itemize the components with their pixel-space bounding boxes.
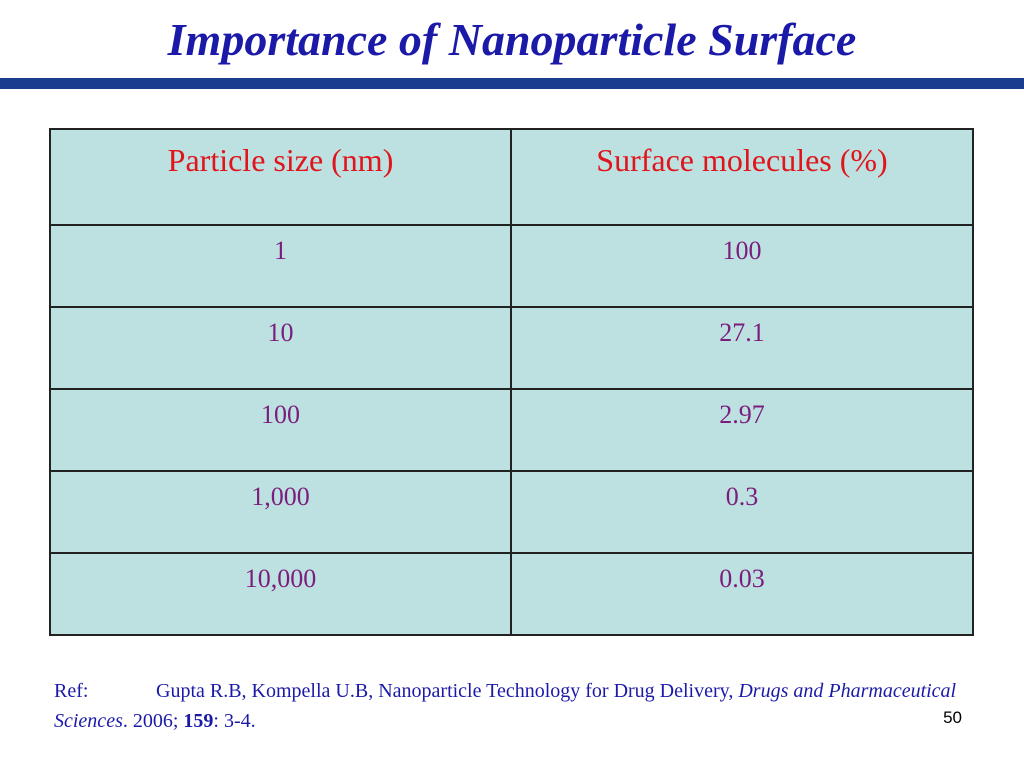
- reference-authors-title: Gupta R.B, Kompella U.B, Nanoparticle Te…: [156, 680, 739, 702]
- table-row: 10 27.1: [49, 306, 974, 390]
- table-row: 1 100: [49, 224, 974, 308]
- table-header-row: Particle size (nm) Surface molecules (%): [49, 128, 974, 226]
- cell-particle-size: 10,000: [49, 552, 512, 636]
- cell-particle-size: 100: [49, 388, 512, 472]
- reference-citation: Ref: Gupta R.B, Kompella U.B, Nanoparticl…: [54, 676, 970, 736]
- cell-surface-molecules: 0.03: [510, 552, 974, 636]
- reference-year: . 2006;: [122, 710, 184, 732]
- reference-label: Ref:: [54, 680, 89, 702]
- header-particle-size: Particle size (nm): [49, 128, 512, 226]
- reference-volume: 159: [183, 710, 214, 732]
- cell-particle-size: 1: [49, 224, 512, 308]
- particle-size-table: Particle size (nm) Surface molecules (%)…: [49, 128, 974, 636]
- table-row: 100 2.97: [49, 388, 974, 472]
- table-row: 10,000 0.03: [49, 552, 974, 636]
- reference-journal: Drugs and Pharmaceutical Sciences: [54, 680, 957, 732]
- cell-surface-molecules: 2.97: [510, 388, 974, 472]
- page-number: 50: [943, 708, 962, 727]
- table-row: 1,000 0.3: [49, 470, 974, 554]
- reference-pages: : 3-4.: [213, 710, 256, 732]
- cell-surface-molecules: 0.3: [510, 470, 974, 554]
- title-divider: [0, 78, 1024, 89]
- cell-particle-size: 1,000: [49, 470, 512, 554]
- cell-particle-size: 10: [49, 306, 512, 390]
- slide-title: Importance of Nanoparticle Surface: [167, 14, 857, 65]
- cell-surface-molecules: 27.1: [510, 306, 974, 390]
- header-surface-molecules: Surface molecules (%): [510, 128, 974, 226]
- cell-surface-molecules: 100: [510, 224, 974, 308]
